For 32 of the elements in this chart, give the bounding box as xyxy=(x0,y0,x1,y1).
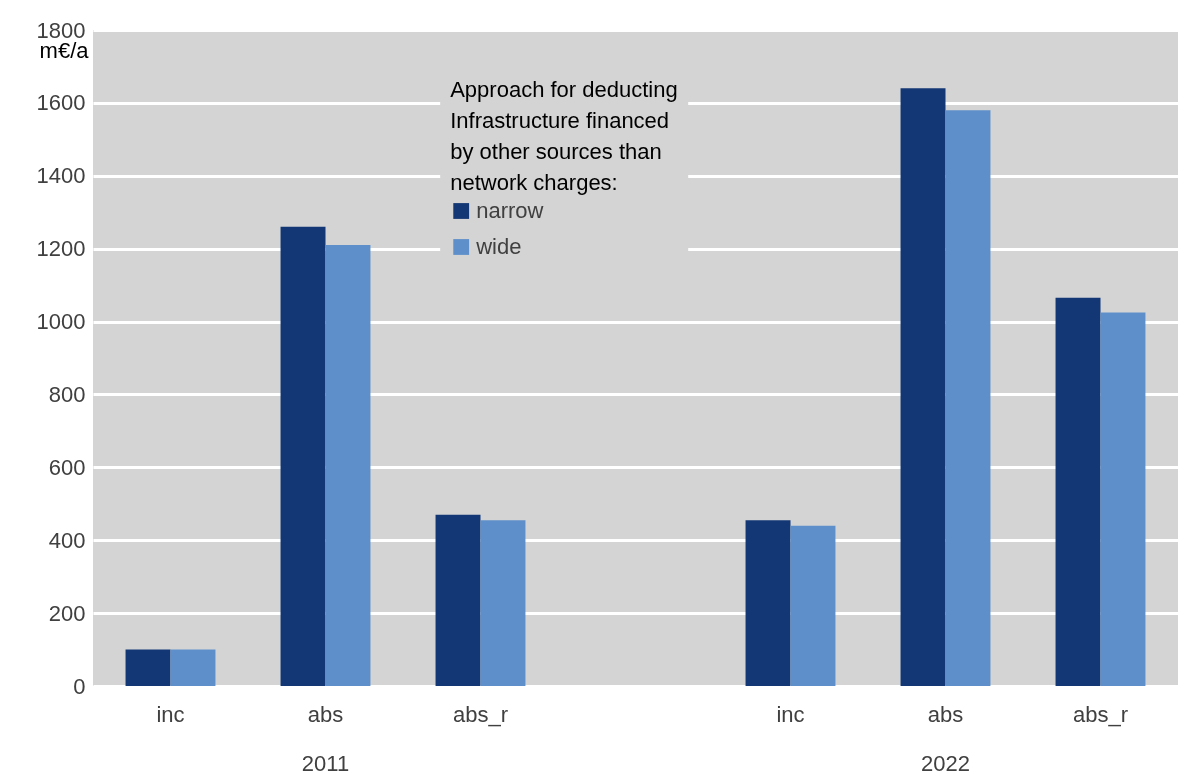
y-tick-label: 200 xyxy=(48,600,86,626)
bar xyxy=(125,649,171,686)
y-tick-label: 1400 xyxy=(36,163,86,189)
bar xyxy=(280,226,326,686)
bar xyxy=(900,88,946,686)
text: 2011 xyxy=(301,751,350,776)
x-tick-label: abs_r xyxy=(452,701,509,727)
bar xyxy=(945,110,991,686)
bar xyxy=(480,520,526,686)
text: 2022 xyxy=(921,751,970,776)
bar xyxy=(1055,297,1101,686)
x-tick-label: abs xyxy=(307,701,344,727)
bar xyxy=(1100,312,1146,686)
bar xyxy=(745,520,791,686)
y-tick-label: 1600 xyxy=(36,90,86,116)
legend-label: narrow xyxy=(476,198,544,223)
y-tick-label: 1000 xyxy=(36,309,86,335)
x-tick-label: abs xyxy=(927,701,964,727)
bar xyxy=(170,649,216,686)
y-tick-label: 400 xyxy=(48,527,86,553)
bar xyxy=(790,525,836,686)
bar xyxy=(325,245,371,686)
y-tick-label: 0 xyxy=(73,673,86,699)
y-tick-label: 800 xyxy=(48,381,86,407)
y-tick-label: 1200 xyxy=(36,236,86,262)
legend-title: Approach for deducting Infrastructure financed by other sources than network charges: xyxy=(450,77,678,195)
legend-label: wide xyxy=(475,234,522,259)
x-tick-label: inc xyxy=(156,701,185,727)
bar xyxy=(435,514,481,686)
x-tick-label: inc xyxy=(776,701,805,727)
x-tick-label: abs_r xyxy=(1072,701,1129,727)
y-tick-label: 600 xyxy=(48,454,86,480)
